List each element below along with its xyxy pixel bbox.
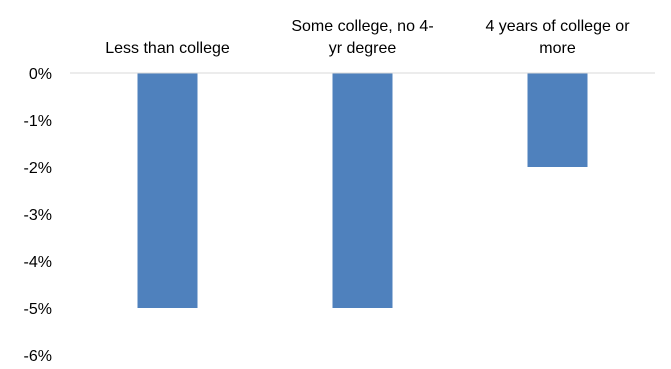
y-tick-label: -1%	[24, 113, 52, 130]
y-axis-tick-labels: 0% -1% -2% -3% -4% -5% -6%	[24, 66, 52, 365]
category-label: more	[539, 40, 576, 57]
category-label: Less than college	[105, 40, 230, 57]
bar	[527, 73, 588, 167]
bar	[332, 73, 393, 308]
y-tick-label: 0%	[29, 66, 52, 83]
bar	[137, 73, 198, 308]
category-label: yr degree	[329, 40, 397, 57]
category-label: 4 years of college or	[485, 18, 630, 35]
y-tick-label: -6%	[24, 348, 52, 364]
bars	[137, 73, 588, 308]
y-tick-label: -5%	[24, 301, 52, 318]
y-tick-label: -3%	[24, 207, 52, 224]
category-label: Some college, no 4-	[291, 18, 433, 35]
category-labels: Less than college Some college, no 4- yr d…	[105, 18, 630, 57]
y-tick-label: -2%	[24, 160, 52, 177]
y-tick-label: -4%	[24, 254, 52, 271]
